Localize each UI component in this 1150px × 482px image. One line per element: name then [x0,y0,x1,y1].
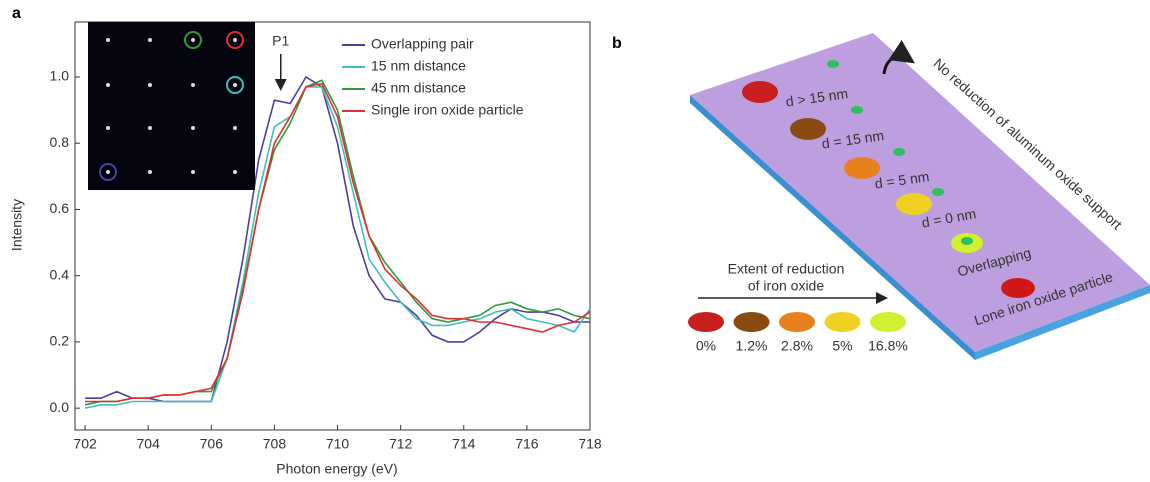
x-tick-label: 710 [326,436,350,452]
panel-label: b [612,35,622,52]
scale-label: 2.8% [781,338,813,354]
pair-label: d = 5 nm [874,168,931,191]
plot-frame [74,21,591,431]
annotation: P1 [272,33,289,49]
scale-particle [733,312,770,332]
y-tick-label: 0.0 [50,399,70,415]
support-slab [690,33,1150,360]
scale-label: 0% [696,338,716,354]
x-axis-label: Photon energy (eV) [276,461,397,477]
legend-label: Single iron oxide particle [371,102,524,118]
particles [742,60,1035,298]
x-tick-label: 712 [389,436,413,452]
rotation-arrow [882,40,915,75]
reduction-scale: 0% 1.2% 2.8% 5% 16.8% [688,312,908,354]
scale-label: 5% [832,338,852,354]
x-tick-label: 704 [137,436,161,452]
legend-label: 15 nm distance [371,58,466,74]
y-tick-label: 0.4 [50,266,70,282]
x-tick-label: 718 [578,436,602,452]
y-tick-label: 0.8 [50,134,70,150]
x-tick-label: 708 [263,436,287,452]
y-tick-label: 0.2 [50,333,70,349]
scale-label: 16.8% [868,338,908,354]
scale-particle [688,312,724,332]
x-tick-label: 714 [452,436,476,452]
series-line [84,86,591,409]
legend-label: 45 nm distance [371,80,466,96]
scale-particle [779,312,815,332]
y-axis-label: Intensity [9,199,25,251]
scale-particle [870,312,906,332]
y-tick-label: 1.0 [50,68,70,84]
legend: Overlapping pair 15 nm distance 45 nm dist… [342,36,524,118]
x-tick-label: 702 [73,436,97,452]
scale-label: 1.2% [736,338,768,354]
legend-label: Overlapping pair [371,36,474,52]
plot: 0.0 0.2 0.4 0.6 0.8 1.0 702 704 706 708 710 712 714 7… [50,21,602,452]
x-tick-label: 716 [515,436,539,452]
series-line [85,82,591,403]
scale-title: of iron oxide [748,278,824,294]
scale-title: Extent of reduction [728,261,845,277]
scale-particle [824,312,861,332]
panel-label: a [12,5,21,22]
x-tick-label: 706 [200,436,224,452]
y-tick-label: 0.6 [50,200,70,216]
inset-image [88,22,255,190]
